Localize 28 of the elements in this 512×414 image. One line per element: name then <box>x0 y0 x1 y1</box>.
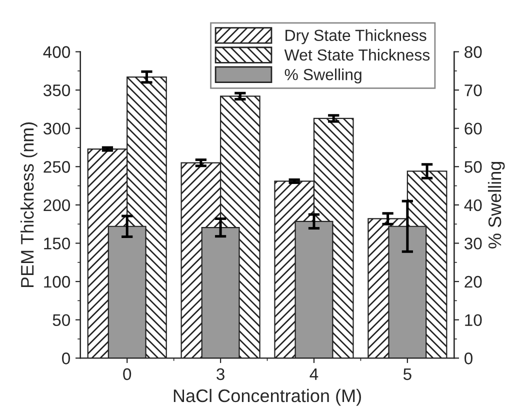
x-tick-label: 4 <box>310 368 318 380</box>
y2-tick-label: 10 <box>465 314 482 326</box>
y2-tick-label: 40 <box>464 199 482 212</box>
y-tick-label: 50 <box>52 314 70 326</box>
x-tick-label: 5 <box>403 368 412 380</box>
y2-tick-label: 30 <box>464 238 482 250</box>
x-tick-label: 3 <box>216 368 224 380</box>
x-axis-title: NaCl Concentration (M) <box>174 388 361 406</box>
legend-label: Dry State Thickness <box>286 29 426 44</box>
y-tick-label: 350 <box>43 84 70 96</box>
y2-tick-label: 20 <box>464 276 482 288</box>
y-tick-label: 150 <box>44 238 70 250</box>
y-tick-label: 400 <box>43 46 70 58</box>
x-tick-label: 0 <box>123 368 132 380</box>
y-tick-label: 250 <box>44 161 70 173</box>
y-tick-label: 200 <box>44 199 70 212</box>
y2-axis-title: % Swelling <box>488 162 505 248</box>
y2-tick-label: 60 <box>464 122 482 135</box>
y2-tick-label: 0 <box>464 352 472 364</box>
legend-label: % Swelling <box>284 68 362 84</box>
y2-tick-label: 70 <box>464 84 482 96</box>
legend-label: Wet State Thickness <box>284 48 430 61</box>
y2-tick-label: 80 <box>464 46 482 58</box>
y-tick-label: 100 <box>44 276 70 288</box>
y-tick-label: 0 <box>62 352 70 364</box>
y2-tick-label: 50 <box>464 161 482 173</box>
y-tick-label: 300 <box>43 122 70 135</box>
y-axis-title: PEM Thickness (nm) <box>20 122 38 288</box>
